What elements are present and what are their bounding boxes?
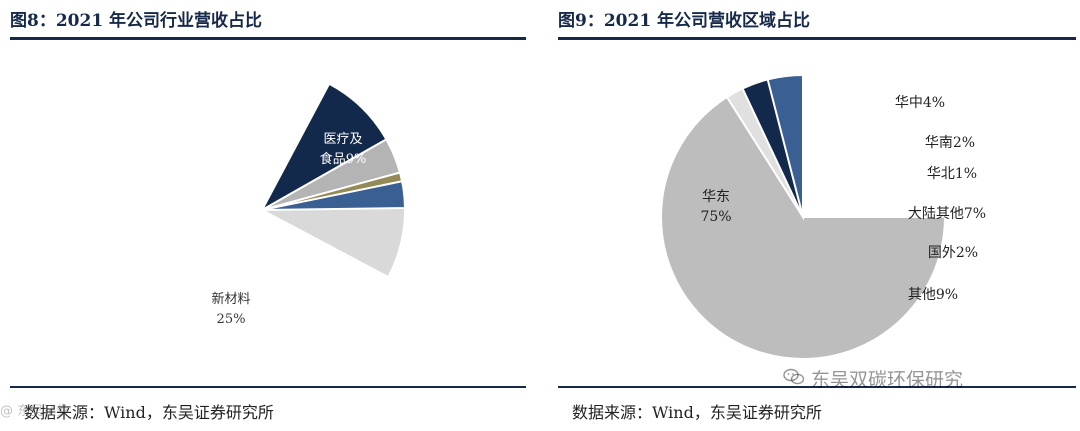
slice-label: 华中4% (895, 95, 945, 111)
chart-title: 图8：2021 年公司行业营收占比 (10, 11, 263, 31)
chart-source: 数据来源：Wind，东吴证券研究所 (572, 403, 822, 422)
corner-watermark: @ 东吴证券 (0, 404, 70, 419)
wechat-icon (783, 368, 805, 391)
slice-label: 13% (265, 131, 294, 146)
pie-slice (766, 73, 804, 218)
pie-slice (660, 73, 947, 360)
chart-title: 图9：2021 年公司营收区域占比 (558, 11, 811, 31)
slice-label: 其他9% (908, 287, 958, 303)
source-rule (558, 386, 1076, 388)
slice-label: 医疗及 (323, 132, 362, 147)
slice-label: 华南2% (925, 135, 975, 151)
slice-label: 17% (151, 226, 180, 241)
slice-label: 75% (700, 209, 731, 225)
slice-label: 高端装备 (253, 90, 305, 106)
slice-label: 14% (177, 145, 206, 160)
slice-label: 25% (217, 312, 246, 327)
slice-label: 大陆其他7% (908, 206, 986, 222)
watermark-text: 东吴双碳环保研究 (811, 369, 964, 391)
slice-label: 华东 (702, 189, 730, 205)
slice-label: 9% (333, 299, 354, 314)
source-rule (10, 386, 526, 388)
pie-chart-region: 华东 75% 其他9% 国外2% 大陆其他7% 华北1% 华南2% 华中4% (660, 73, 986, 360)
slice-label: 制造 (266, 111, 292, 126)
pie-slice (259, 82, 388, 213)
slice-label: 新材料 (211, 291, 250, 307)
watermark: 东吴双碳环保研究 (783, 365, 963, 392)
chart-panel-region: 图9：2021 年公司营收区域占比 华东 75% 其他9% 国外2% 大陆其他7% 华北1… (548, 0, 1080, 431)
slice-label: 食品9% (320, 151, 367, 167)
chart-source: 数据来源：Wind，东吴证券研究所 (24, 403, 274, 422)
slice-label: 半导体行业 (132, 206, 197, 221)
slice-label: 其他行业 (317, 279, 369, 294)
pie-chart-industry: 环保新能源5%其他制造8%其他行业9%新材料25%半导体行业17%机械制造14%… (132, 82, 407, 327)
title-rule (558, 37, 1076, 40)
chart-panel-industry: 图8：2021 年公司行业营收占比 环保新能源5%其他制造8%其他行业9%新材料… (0, 0, 530, 431)
slice-label: 国外2% (928, 245, 978, 261)
slice-label: 华北1% (927, 166, 977, 182)
title-rule (10, 37, 526, 40)
slice-label: 机械制造 (165, 125, 217, 140)
